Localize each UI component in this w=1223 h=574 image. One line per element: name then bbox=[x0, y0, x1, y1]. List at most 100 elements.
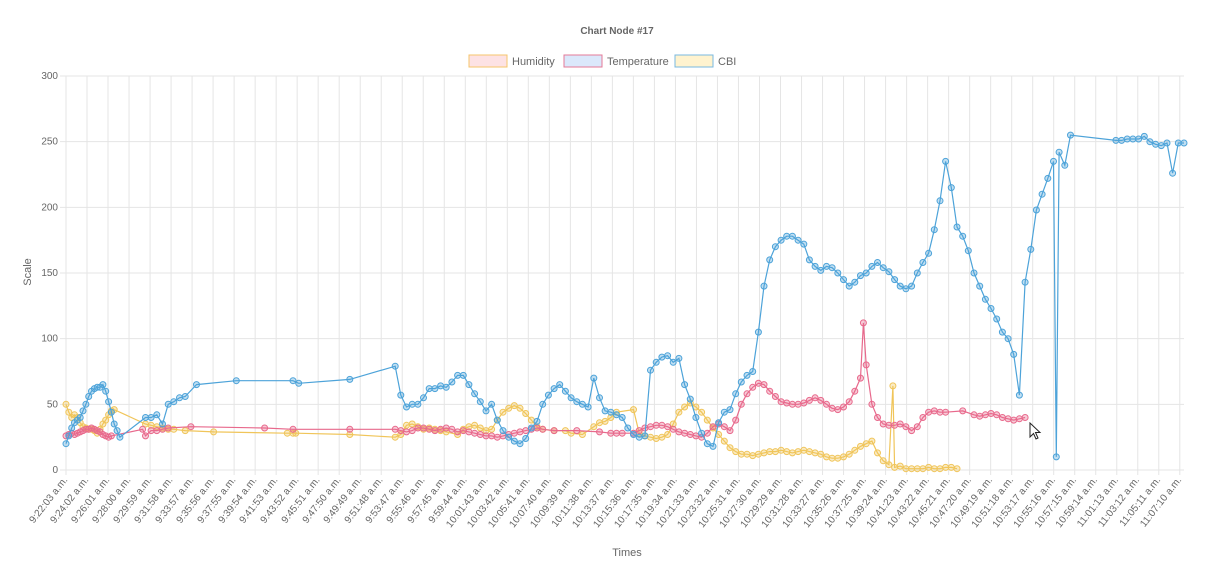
data-point[interactable] bbox=[164, 424, 172, 432]
data-point[interactable] bbox=[698, 429, 706, 437]
data-point[interactable] bbox=[675, 354, 683, 362]
data-point[interactable] bbox=[777, 236, 785, 244]
data-point[interactable] bbox=[232, 377, 240, 385]
data-point[interactable] bbox=[720, 423, 728, 431]
data-point[interactable] bbox=[584, 403, 592, 411]
legend-label[interactable]: Humidity bbox=[512, 56, 555, 68]
data-point[interactable] bbox=[283, 429, 291, 437]
data-point[interactable] bbox=[630, 406, 637, 414]
data-point[interactable] bbox=[1021, 278, 1029, 286]
data-point[interactable] bbox=[675, 428, 683, 436]
data-point[interactable] bbox=[596, 419, 603, 427]
data-point[interactable] bbox=[732, 416, 740, 424]
data-point[interactable] bbox=[601, 407, 609, 415]
data-point[interactable] bbox=[652, 358, 660, 366]
data-point[interactable] bbox=[942, 408, 950, 416]
data-point[interactable] bbox=[522, 427, 530, 435]
data-point[interactable] bbox=[1157, 142, 1165, 150]
data-point[interactable] bbox=[471, 421, 479, 429]
data-point[interactable] bbox=[743, 390, 751, 398]
data-point[interactable] bbox=[919, 414, 927, 421]
data-point[interactable] bbox=[346, 375, 354, 383]
data-point[interactable] bbox=[624, 424, 632, 432]
data-point[interactable] bbox=[505, 433, 513, 441]
data-point[interactable] bbox=[834, 406, 842, 414]
data-point[interactable] bbox=[828, 454, 836, 462]
data-point[interactable] bbox=[408, 420, 416, 428]
data-point[interactable] bbox=[715, 419, 723, 427]
data-point[interactable] bbox=[1027, 245, 1035, 253]
data-point[interactable] bbox=[499, 408, 507, 416]
data-point[interactable] bbox=[737, 400, 745, 408]
data-point[interactable] bbox=[578, 400, 586, 408]
data-point[interactable] bbox=[601, 417, 609, 425]
data-point[interactable] bbox=[567, 394, 575, 402]
data-point[interactable] bbox=[760, 381, 768, 389]
data-point[interactable] bbox=[936, 465, 944, 473]
data-point[interactable] bbox=[930, 465, 938, 473]
data-point[interactable] bbox=[925, 408, 933, 416]
data-point[interactable] bbox=[754, 328, 762, 336]
data-point[interactable] bbox=[743, 371, 751, 379]
data-point[interactable] bbox=[959, 232, 967, 240]
data-point[interactable] bbox=[613, 429, 620, 437]
data-point[interactable] bbox=[908, 282, 916, 290]
data-point[interactable] bbox=[885, 421, 893, 429]
data-point[interactable] bbox=[805, 396, 813, 404]
data-point[interactable] bbox=[675, 408, 683, 416]
data-point[interactable] bbox=[862, 269, 870, 277]
data-point[interactable] bbox=[1067, 131, 1074, 139]
data-point[interactable] bbox=[482, 407, 490, 415]
data-point[interactable] bbox=[346, 425, 354, 433]
data-point[interactable] bbox=[1146, 138, 1154, 146]
data-point[interactable] bbox=[578, 431, 586, 438]
data-point[interactable] bbox=[147, 414, 155, 421]
data-point[interactable] bbox=[709, 442, 717, 450]
data-point[interactable] bbox=[550, 385, 558, 393]
data-point[interactable] bbox=[805, 256, 813, 264]
data-point[interactable] bbox=[493, 433, 501, 441]
data-point[interactable] bbox=[840, 453, 847, 461]
data-point[interactable] bbox=[862, 440, 870, 448]
data-point[interactable] bbox=[828, 264, 836, 272]
data-point[interactable] bbox=[800, 399, 808, 407]
data-point[interactable] bbox=[859, 319, 867, 327]
data-point[interactable] bbox=[913, 423, 921, 431]
data-point[interactable] bbox=[857, 374, 864, 382]
data-point[interactable] bbox=[771, 243, 779, 251]
data-point[interactable] bbox=[976, 412, 984, 420]
data-point[interactable] bbox=[737, 378, 745, 386]
data-point[interactable] bbox=[1010, 350, 1018, 358]
data-point[interactable] bbox=[919, 465, 927, 473]
data-point[interactable] bbox=[851, 278, 859, 286]
data-point[interactable] bbox=[590, 374, 598, 382]
legend-swatch[interactable] bbox=[468, 54, 508, 68]
data-point[interactable] bbox=[930, 226, 938, 234]
data-point[interactable] bbox=[652, 435, 660, 442]
data-point[interactable] bbox=[647, 433, 654, 441]
data-point[interactable] bbox=[544, 391, 552, 399]
data-point[interactable] bbox=[68, 424, 76, 432]
data-point[interactable] bbox=[896, 282, 904, 290]
data-point[interactable] bbox=[107, 432, 115, 440]
data-point[interactable] bbox=[811, 262, 819, 270]
data-point[interactable] bbox=[1055, 148, 1063, 156]
data-point[interactable] bbox=[153, 411, 161, 419]
data-point[interactable] bbox=[857, 442, 864, 450]
data-point[interactable] bbox=[760, 449, 768, 457]
data-point[interactable] bbox=[851, 387, 859, 395]
data-point[interactable] bbox=[749, 452, 757, 460]
data-point[interactable] bbox=[1015, 415, 1023, 423]
data-point[interactable] bbox=[777, 398, 785, 406]
data-point[interactable] bbox=[414, 400, 422, 408]
data-point[interactable] bbox=[845, 282, 853, 290]
data-point[interactable] bbox=[1050, 157, 1057, 165]
legend-swatch[interactable] bbox=[563, 54, 603, 68]
data-point[interactable] bbox=[891, 463, 899, 471]
data-point[interactable] bbox=[1174, 139, 1182, 147]
data-point[interactable] bbox=[493, 416, 501, 424]
legend-label[interactable]: CBI bbox=[718, 56, 736, 68]
data-point[interactable] bbox=[857, 272, 864, 280]
data-point[interactable] bbox=[908, 427, 916, 435]
data-point[interactable] bbox=[437, 425, 445, 433]
